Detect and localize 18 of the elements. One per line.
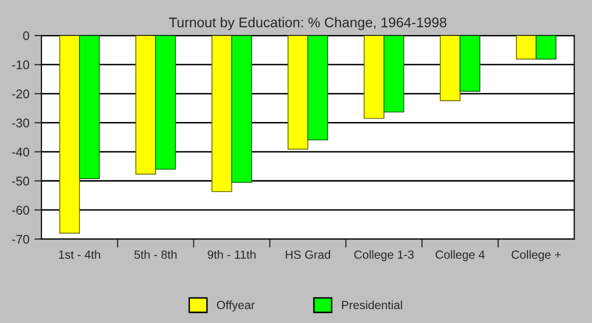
x-tick-label: 9th - 11th <box>208 250 256 259</box>
y-tick-label: 0 <box>23 31 30 40</box>
x-tick-label: College + <box>512 250 561 262</box>
y-tick-label: -70 <box>12 234 30 244</box>
x-tick-label: 1st - 4th <box>59 250 100 259</box>
y-tick-label: -40 <box>12 148 30 156</box>
y-tick-label: -30 <box>12 118 30 128</box>
x-tick-label: College 1-3 <box>354 250 414 262</box>
x-tick-label: College 4 <box>436 250 485 262</box>
y-tick-label: -50 <box>12 176 30 186</box>
legend-label: Presidential <box>342 300 402 310</box>
chart-title: Turnout by Education: % Change, 1964-1998 <box>169 17 446 30</box>
y-tick-label: -10 <box>12 60 30 70</box>
legend-label: Offyear <box>216 300 255 312</box>
x-tick-label: HS Grad <box>286 250 330 259</box>
x-tick-label: 5th - 8th <box>134 250 177 259</box>
y-tick-label: -60 <box>12 206 30 215</box>
y-tick-label: -20 <box>12 89 30 98</box>
